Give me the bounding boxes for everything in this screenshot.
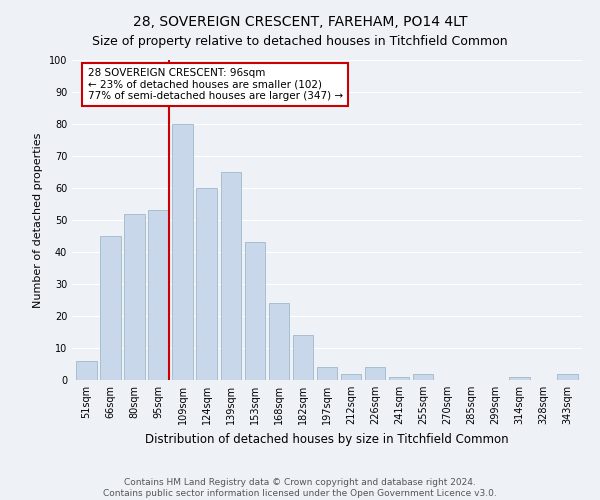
Text: Contains HM Land Registry data © Crown copyright and database right 2024.
Contai: Contains HM Land Registry data © Crown c…: [103, 478, 497, 498]
Bar: [413, 374, 433, 380]
Bar: [172, 124, 193, 380]
Bar: [221, 172, 241, 380]
Bar: [245, 242, 265, 380]
Bar: [341, 374, 361, 380]
Bar: [100, 236, 121, 380]
Bar: [293, 335, 313, 380]
Text: 28, SOVEREIGN CRESCENT, FAREHAM, PO14 4LT: 28, SOVEREIGN CRESCENT, FAREHAM, PO14 4L…: [133, 15, 467, 29]
Bar: [389, 377, 409, 380]
Y-axis label: Number of detached properties: Number of detached properties: [33, 132, 43, 308]
Bar: [509, 377, 530, 380]
Text: Size of property relative to detached houses in Titchfield Common: Size of property relative to detached ho…: [92, 35, 508, 48]
Text: 28 SOVEREIGN CRESCENT: 96sqm
← 23% of detached houses are smaller (102)
77% of s: 28 SOVEREIGN CRESCENT: 96sqm ← 23% of de…: [88, 68, 343, 101]
Bar: [557, 374, 578, 380]
Bar: [317, 367, 337, 380]
Bar: [124, 214, 145, 380]
Bar: [76, 361, 97, 380]
X-axis label: Distribution of detached houses by size in Titchfield Common: Distribution of detached houses by size …: [145, 432, 509, 446]
Bar: [148, 210, 169, 380]
Bar: [269, 303, 289, 380]
Bar: [365, 367, 385, 380]
Bar: [196, 188, 217, 380]
